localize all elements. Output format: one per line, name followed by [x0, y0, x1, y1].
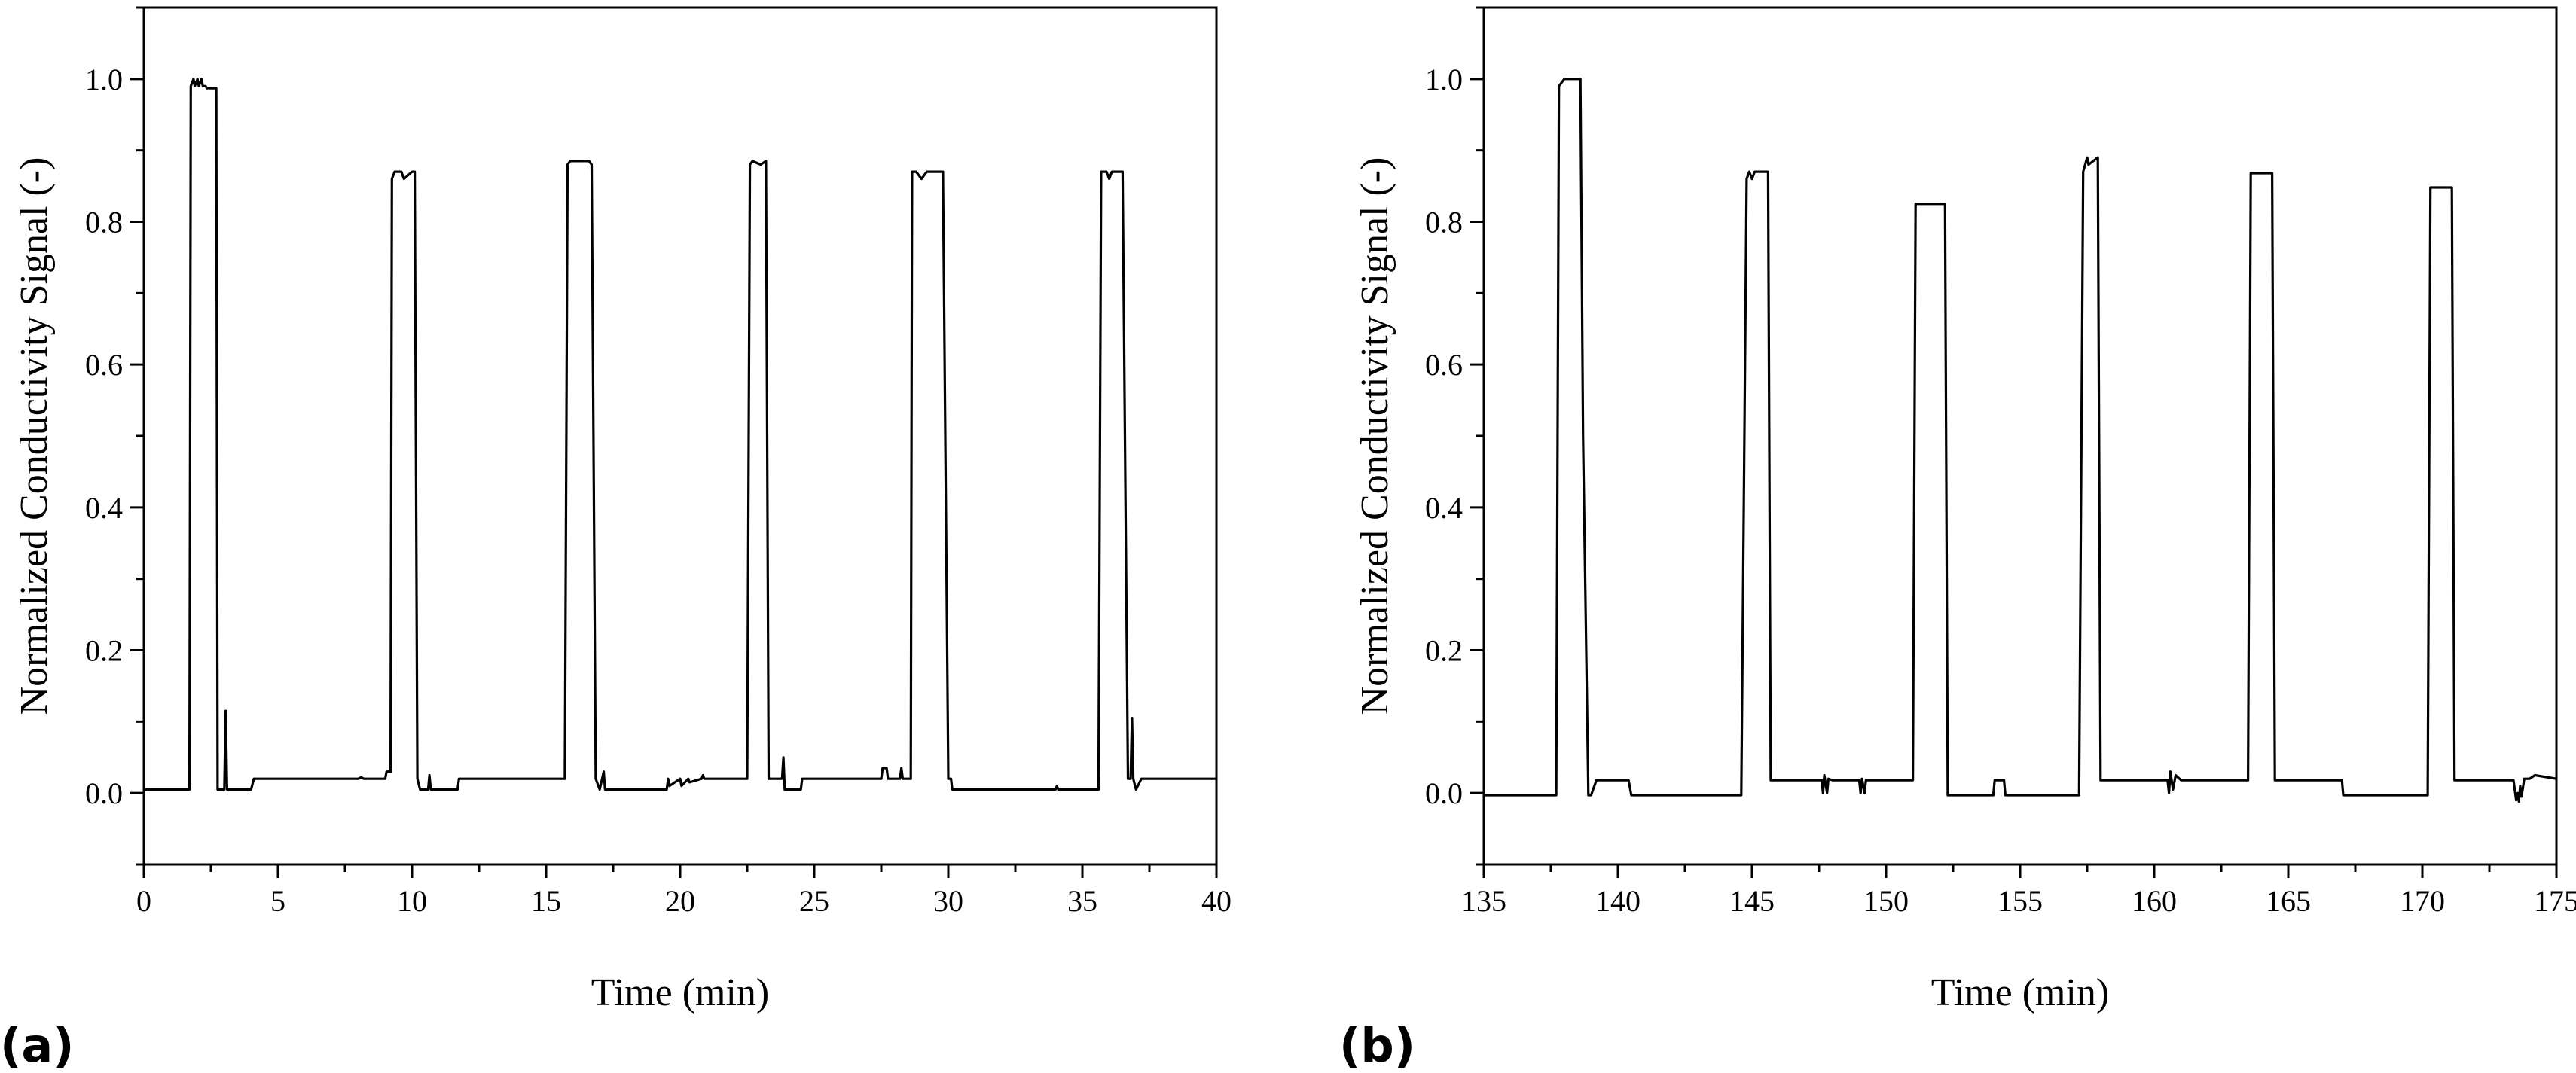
panel-label-b: (b) — [1339, 1018, 1415, 1073]
plot-frame — [142, 6, 1218, 866]
data-layer — [1484, 78, 2557, 803]
y-tick-label: 0.0 — [85, 776, 123, 810]
x-tick-label: 150 — [1863, 884, 1909, 918]
y-axis-label: Normalized Conductivity Signal (-) — [13, 157, 56, 715]
x-tick-label: 145 — [1729, 884, 1775, 918]
plot-frame — [1482, 6, 2558, 866]
x-tick-label: 20 — [665, 884, 695, 918]
chart-panel-a: 0 5 10 15 20 25 30 35 40 0.0 0.2 0.4 0.6 0.8 1.0 Time … — [0, 6, 1232, 1073]
x-tick-label: 175 — [2534, 884, 2576, 918]
y-tick-label: 0.4 — [1425, 491, 1463, 525]
x-tick-label: 30 — [933, 884, 963, 918]
x-tick-label: 35 — [1067, 884, 1097, 918]
data-layer — [144, 78, 1216, 791]
x-tick-label: 5 — [270, 884, 285, 918]
y-tick-label: 1.0 — [1425, 62, 1463, 96]
x-tick-label: 140 — [1595, 884, 1641, 918]
chart-panel-b: 135 140 145 150 155 160 165 170 175 0.0 0.2 0.4 0.6 0… — [1339, 6, 2576, 1073]
y-tick-label: 0.2 — [85, 634, 123, 668]
y-tick-label: 0.6 — [85, 348, 123, 382]
x-tick-label: 0 — [136, 884, 151, 918]
x-tick-label: 10 — [397, 884, 427, 918]
y-tick-label: 0.6 — [1425, 348, 1463, 382]
y-tick-label: 0.4 — [85, 491, 123, 525]
y-tick-label: 1.0 — [85, 62, 123, 96]
y-tick-label: 0.8 — [85, 206, 123, 239]
x-tick-label: 40 — [1201, 884, 1232, 918]
x-axis-label: Time (min) — [1931, 971, 2109, 1014]
y-tick-label: 0.2 — [1425, 634, 1463, 668]
x-tick-label: 160 — [2132, 884, 2177, 918]
axis-ticks — [130, 6, 1218, 878]
tick-labels: 135 140 145 150 155 160 165 170 175 0.0 0.2 0.4 0.6 0… — [1425, 62, 2576, 918]
x-tick-label: 170 — [2400, 884, 2445, 918]
y-tick-label: 0.0 — [1425, 776, 1463, 810]
x-tick-label: 135 — [1461, 884, 1506, 918]
axis-ticks — [1470, 6, 2558, 878]
x-tick-label: 15 — [531, 884, 561, 918]
y-tick-label: 0.8 — [1425, 206, 1463, 239]
tick-labels: 0 5 10 15 20 25 30 35 40 0.0 0.2 0.4 0.6 0.8 1.0 — [85, 62, 1232, 918]
x-tick-label: 155 — [1998, 884, 2043, 918]
x-tick-label: 25 — [799, 884, 829, 918]
series-line — [144, 78, 1216, 791]
y-axis-label: Normalized Conductivity Signal (-) — [1354, 157, 1396, 715]
x-tick-label: 165 — [2266, 884, 2311, 918]
series-line — [1484, 78, 2557, 803]
x-axis-label: Time (min) — [591, 971, 769, 1014]
panel-label-a: (a) — [0, 1018, 75, 1073]
